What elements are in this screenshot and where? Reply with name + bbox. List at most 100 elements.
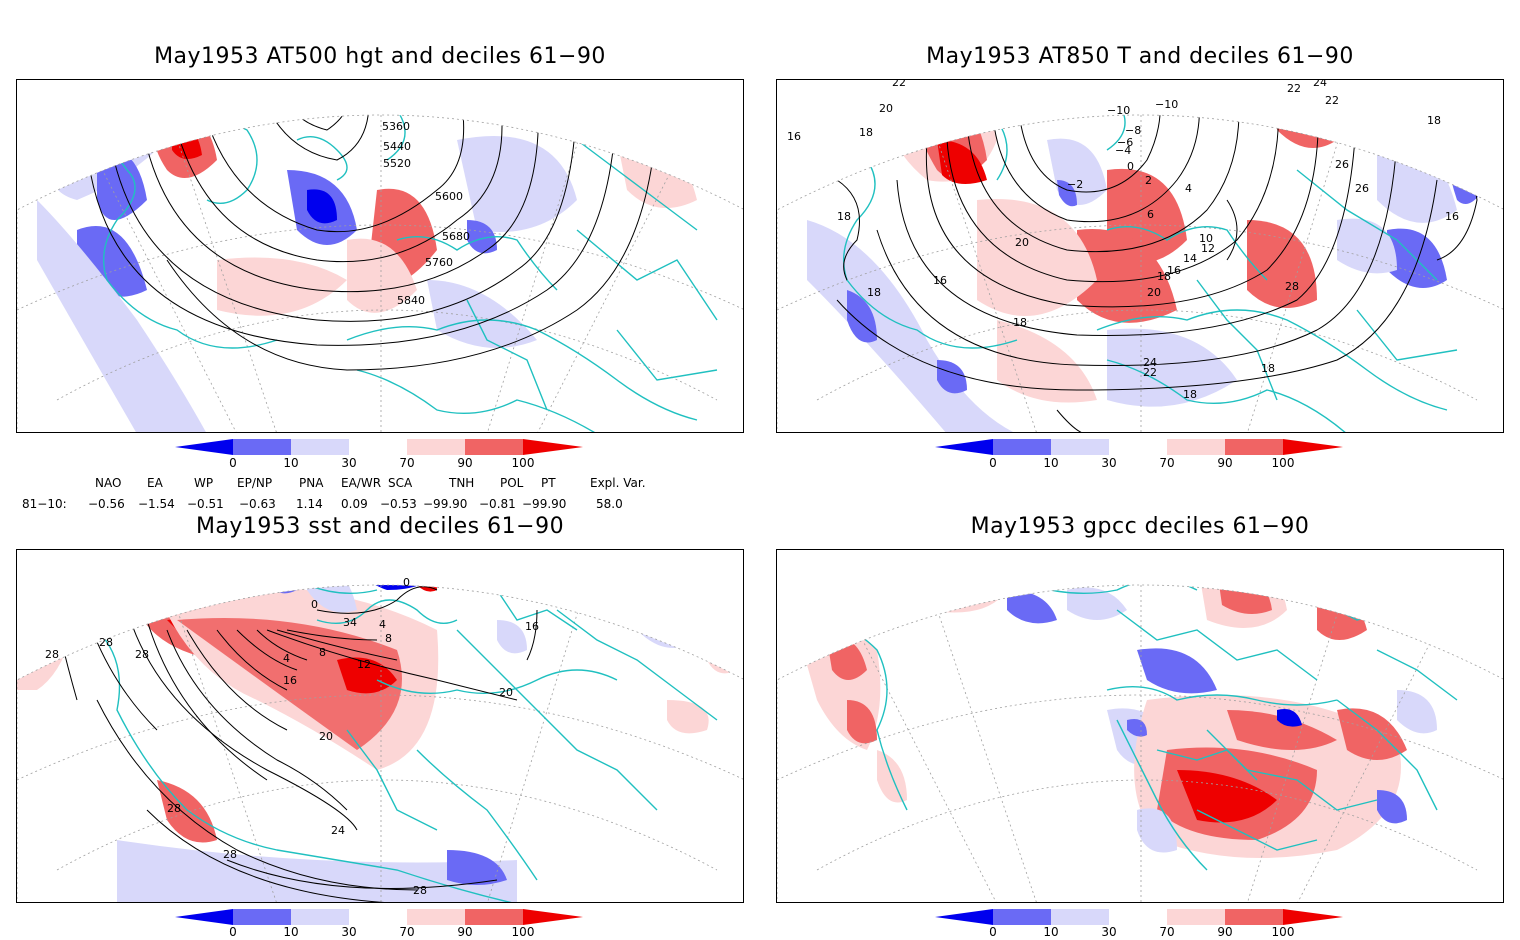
colorbar-tick: 30 xyxy=(1101,456,1117,470)
map-sst: 28 28 28 0 4 8 12 16 20 24 28 28 28 20 1… xyxy=(17,576,743,902)
colorbar-tick: 90 xyxy=(1217,925,1233,939)
colorbar-tick: 70 xyxy=(399,456,415,470)
colorbar-tick: 90 xyxy=(1217,456,1233,470)
contour-label: 22 xyxy=(1287,82,1301,95)
panel-title-sst: May1953 sst and deciles 61−90 xyxy=(195,514,565,539)
contour-label: 16 xyxy=(1167,264,1181,277)
colorbar-tick: 10 xyxy=(1043,456,1059,470)
contour-label: 16 xyxy=(787,130,801,143)
contour-label: 16 xyxy=(283,674,297,687)
colorbar-swatches xyxy=(175,439,583,455)
colorbar-tick: 10 xyxy=(1043,925,1059,939)
colorbar-swatches xyxy=(935,439,1343,455)
index-value: −0.81 xyxy=(479,497,516,511)
colorbar-tick: 70 xyxy=(1159,925,1175,939)
index-header: EA xyxy=(147,476,163,490)
colorbar-tick: 70 xyxy=(399,925,415,939)
index-value: −0.51 xyxy=(187,497,224,511)
map-panel-sst: 28 28 28 0 4 8 12 16 20 24 28 28 28 20 1… xyxy=(16,549,744,903)
contour-label: 28 xyxy=(99,636,113,649)
colorbar-tick: 30 xyxy=(341,456,357,470)
contour-label: 24 xyxy=(1143,356,1157,369)
colorbar-bottom-right: 0 10 30 70 90 100 xyxy=(935,909,1345,940)
index-value: 1.14 xyxy=(296,497,323,511)
map-panel-hgt500: 5360 5440 5520 5600 5680 5760 5840 xyxy=(16,79,744,433)
index-row-label: 81−10: xyxy=(22,497,67,511)
index-value: −0.56 xyxy=(88,497,125,511)
colorbar-tick: 0 xyxy=(989,925,997,939)
colorbar-tick: 100 xyxy=(511,456,535,470)
index-header: WP xyxy=(194,476,214,490)
contour-label: 18 xyxy=(867,286,881,299)
index-header: EA/WR xyxy=(341,476,382,490)
colorbar-swatches xyxy=(175,909,583,925)
colorbar-top-right: 0 10 30 70 90 100 xyxy=(935,439,1345,475)
colorbar-tick: 90 xyxy=(457,925,473,939)
contour-label: 2 xyxy=(1145,174,1152,187)
colorbar-tick: 30 xyxy=(1101,925,1117,939)
contour-label: 8 xyxy=(319,646,326,659)
colorbar-tick: 100 xyxy=(1271,925,1295,939)
contour-label: −8 xyxy=(1125,124,1141,137)
index-value: 58.0 xyxy=(596,497,623,511)
contour-label: −10 xyxy=(1107,104,1130,117)
index-value: 0.09 xyxy=(341,497,368,511)
contour-label: 16 xyxy=(525,620,539,633)
contour-label: 12 xyxy=(357,658,371,671)
index-header: SCA xyxy=(388,476,413,490)
contour-label: 5600 xyxy=(435,190,463,203)
contour-label: 22 xyxy=(1143,366,1157,379)
contour-label: 20 xyxy=(499,686,513,699)
contour-label: 16 xyxy=(933,274,947,287)
contour-label: 20 xyxy=(1015,236,1029,249)
contour-label: 28 xyxy=(223,848,237,861)
contour-label: 10 xyxy=(1199,232,1213,245)
colorbar-tick: 0 xyxy=(229,925,237,939)
panel-title-hgt500: May1953 AT500 hgt and deciles 61−90 xyxy=(154,44,606,69)
index-header: PT xyxy=(541,476,556,490)
contour-label: 0 xyxy=(1127,160,1134,173)
contour-label: 20 xyxy=(879,102,893,115)
contour-label: 5760 xyxy=(425,256,453,269)
contour-label: 4 xyxy=(379,618,386,631)
contour-label: 18 xyxy=(837,210,851,223)
contour-label: −4 xyxy=(1115,144,1131,157)
contour-label: 34 xyxy=(343,616,357,629)
colorbar-tick: 100 xyxy=(1271,456,1295,470)
contour-label: −6 xyxy=(1117,136,1133,149)
index-header: EP/NP xyxy=(237,476,273,490)
contour-label: 18 xyxy=(1427,114,1441,127)
colorbar-tick: 100 xyxy=(511,925,535,939)
contour-label: 22 xyxy=(892,80,906,89)
map-t850: 22 20 18 16 18 18 16 18 −10 −10 −8 −6 −4… xyxy=(777,80,1503,432)
index-value: −0.53 xyxy=(380,497,417,511)
index-value: −1.54 xyxy=(138,497,175,511)
contour-label: 22 xyxy=(1325,94,1339,107)
contour-label: 18 xyxy=(1013,316,1027,329)
contour-label: 18 xyxy=(1261,362,1275,375)
contour-label: 28 xyxy=(135,648,149,661)
contour-label: 24 xyxy=(1313,80,1327,89)
contour-label: 5360 xyxy=(382,120,410,133)
contour-label: 16 xyxy=(1445,210,1459,223)
contour-label: 14 xyxy=(1183,252,1197,265)
colorbar-tick: 30 xyxy=(341,925,357,939)
index-header: NAO xyxy=(95,476,122,490)
index-header: POL xyxy=(500,476,524,490)
colorbar-tick: 10 xyxy=(283,456,299,470)
contour-label: 8 xyxy=(385,632,392,645)
index-value: −99.90 xyxy=(423,497,468,511)
map-hgt500: 5360 5440 5520 5600 5680 5760 5840 xyxy=(17,114,743,432)
contour-label: −2 xyxy=(1067,178,1083,191)
contour-label: 28 xyxy=(413,884,427,897)
contour-label: 5680 xyxy=(442,230,470,243)
contour-label: 18 xyxy=(859,126,873,139)
colorbar-tick: 10 xyxy=(283,925,299,939)
contour-label: 18 xyxy=(1183,388,1197,401)
contour-label: 28 xyxy=(45,648,59,661)
colorbar-top-left: 0 10 30 70 90 100 xyxy=(175,439,585,475)
map-panel-gpcc xyxy=(776,549,1504,903)
contour-label: 0 xyxy=(403,576,410,589)
panel-title-gpcc: May1953 gpcc deciles 61−90 xyxy=(970,514,1310,539)
contour-label: 5840 xyxy=(397,294,425,307)
